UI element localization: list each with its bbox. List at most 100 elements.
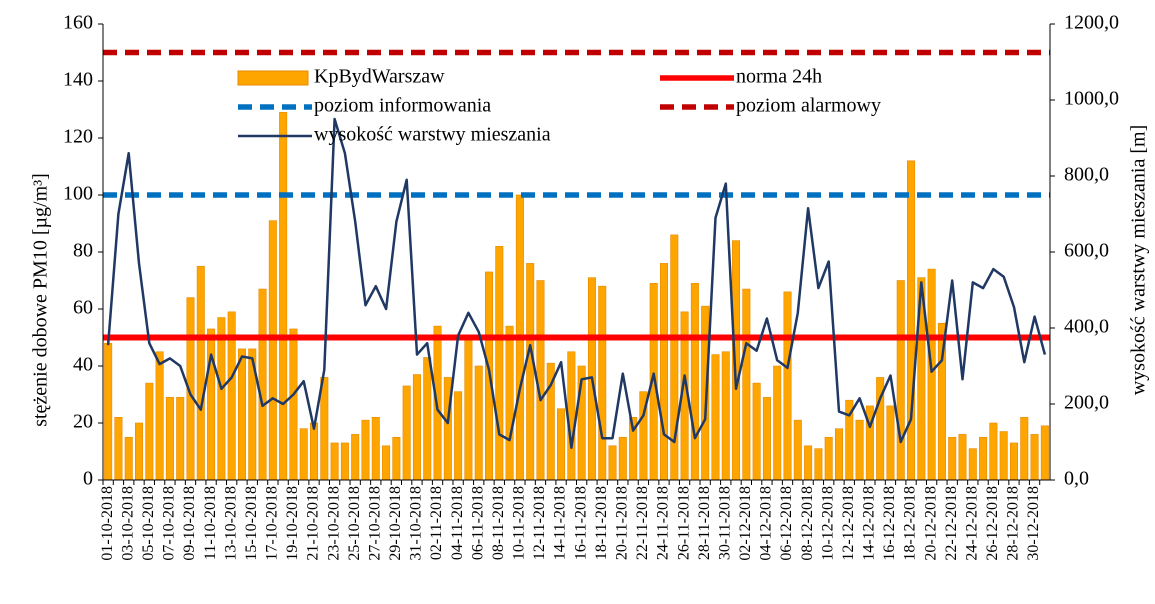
- bar: [237, 348, 246, 481]
- x-tick-label: 01-10-2018: [99, 486, 116, 561]
- bar: [989, 422, 998, 481]
- bar: [1009, 442, 1018, 481]
- bar: [968, 448, 977, 481]
- x-tick-label: 12-12-2018: [840, 486, 857, 561]
- x-tick-label: 12-11-2018: [531, 486, 548, 560]
- bar: [824, 436, 833, 481]
- y-tick-label: 60: [73, 297, 93, 319]
- x-tick-label: 13-10-2018: [222, 486, 239, 561]
- x-tick-label: 23-10-2018: [325, 486, 342, 561]
- x-tick-label: 04-11-2018: [449, 486, 466, 560]
- bar: [598, 285, 607, 481]
- x-tick-label: 16-11-2018: [572, 486, 589, 560]
- y-tick-label: 160: [63, 12, 93, 34]
- bar: [526, 263, 535, 481]
- bar: [742, 288, 751, 481]
- x-tick-label: 14-12-2018: [861, 486, 878, 561]
- y-tick-label: 100: [63, 183, 93, 205]
- legend-label: KpBydWarszaw: [314, 66, 445, 88]
- bar: [124, 436, 133, 481]
- bar: [207, 328, 216, 481]
- x-tick-label: 09-10-2018: [181, 486, 198, 561]
- x-tick-label: 21-10-2018: [305, 486, 322, 561]
- bar: [412, 374, 421, 481]
- x-tick-label: 28-12-2018: [1005, 486, 1022, 561]
- x-tick-label: 02-11-2018: [428, 486, 445, 560]
- line-series: [106, 117, 1047, 449]
- x-tick-label: 10-11-2018: [511, 486, 528, 560]
- bar: [793, 419, 802, 481]
- x-tick-label: 20-11-2018: [613, 486, 630, 560]
- y2-tick-label: 0,0: [1064, 468, 1089, 490]
- bar: [402, 385, 411, 481]
- legend-label: poziom informowania: [314, 95, 491, 117]
- bar: [258, 288, 267, 481]
- y-tick-label: 120: [63, 126, 93, 148]
- bar: [979, 436, 988, 481]
- x-tick-label: 14-11-2018: [552, 486, 569, 560]
- bar: [351, 434, 360, 481]
- bar: [721, 351, 730, 481]
- y2-tick-label: 1200,0: [1064, 12, 1119, 34]
- x-tick-label: 17-10-2018: [264, 486, 281, 561]
- x-tick-label: 30-11-2018: [716, 486, 733, 560]
- x-tick-label: 05-10-2018: [140, 486, 157, 561]
- bar: [340, 442, 349, 481]
- bar: [958, 434, 967, 481]
- bar: [165, 397, 174, 481]
- bar: [927, 268, 936, 481]
- bar: [279, 112, 288, 481]
- x-tick-label: 22-12-2018: [943, 486, 960, 561]
- bar: [659, 263, 669, 481]
- bar: [608, 445, 617, 481]
- bar: [371, 416, 380, 481]
- y-tick-label: 20: [73, 411, 93, 433]
- bar: [773, 365, 782, 481]
- x-tick-label: 26-12-2018: [984, 486, 1001, 561]
- bar: [217, 317, 226, 481]
- x-tick-label: 02-12-2018: [737, 486, 754, 561]
- y-tick-label: 80: [73, 240, 93, 262]
- x-tick-label: 08-12-2018: [799, 486, 816, 561]
- bar: [361, 419, 370, 481]
- x-tick-label: 06-12-2018: [778, 486, 795, 561]
- x-tick-label: 03-10-2018: [119, 486, 136, 561]
- bar: [1040, 425, 1049, 481]
- y-tick-label: 140: [63, 69, 93, 91]
- y-axis-label: stężenie dobowe PM10 [µg/m³]: [30, 173, 52, 427]
- bar: [104, 342, 113, 481]
- bar: [176, 397, 185, 481]
- bar: [423, 357, 432, 481]
- legend-label: norma 24h: [736, 66, 822, 88]
- x-tick-label: 27-10-2018: [366, 486, 383, 561]
- bar: [310, 422, 319, 481]
- x-tick-label: 19-10-2018: [284, 486, 301, 561]
- x-tick-label: 15-10-2018: [243, 486, 260, 561]
- bar: [114, 416, 123, 481]
- x-tick-label: 06-11-2018: [469, 486, 486, 560]
- bar: [886, 405, 895, 481]
- bar: [618, 436, 627, 481]
- bar: [330, 442, 339, 481]
- bar: [155, 351, 164, 481]
- y-tick-label: 0: [83, 468, 93, 490]
- bar: [145, 382, 154, 481]
- x-tick-label: 22-11-2018: [634, 486, 651, 560]
- y2-tick-label: 800,0: [1064, 164, 1109, 186]
- x-tick-label: 30-12-2018: [1025, 486, 1042, 561]
- bar: [505, 325, 514, 481]
- bar: [392, 436, 401, 481]
- x-tick-label: 31-10-2018: [408, 486, 425, 561]
- bar: [454, 391, 463, 481]
- x-tick-label: 16-12-2018: [881, 486, 898, 561]
- x-tick-label: 18-11-2018: [593, 486, 610, 560]
- x-tick-label: 18-12-2018: [902, 486, 919, 561]
- bar: [907, 160, 916, 481]
- bar: [690, 283, 699, 481]
- bar: [196, 265, 205, 481]
- x-tick-label: 29-10-2018: [387, 486, 404, 561]
- bar: [289, 328, 298, 481]
- bar: [896, 280, 905, 481]
- bar: [814, 448, 823, 481]
